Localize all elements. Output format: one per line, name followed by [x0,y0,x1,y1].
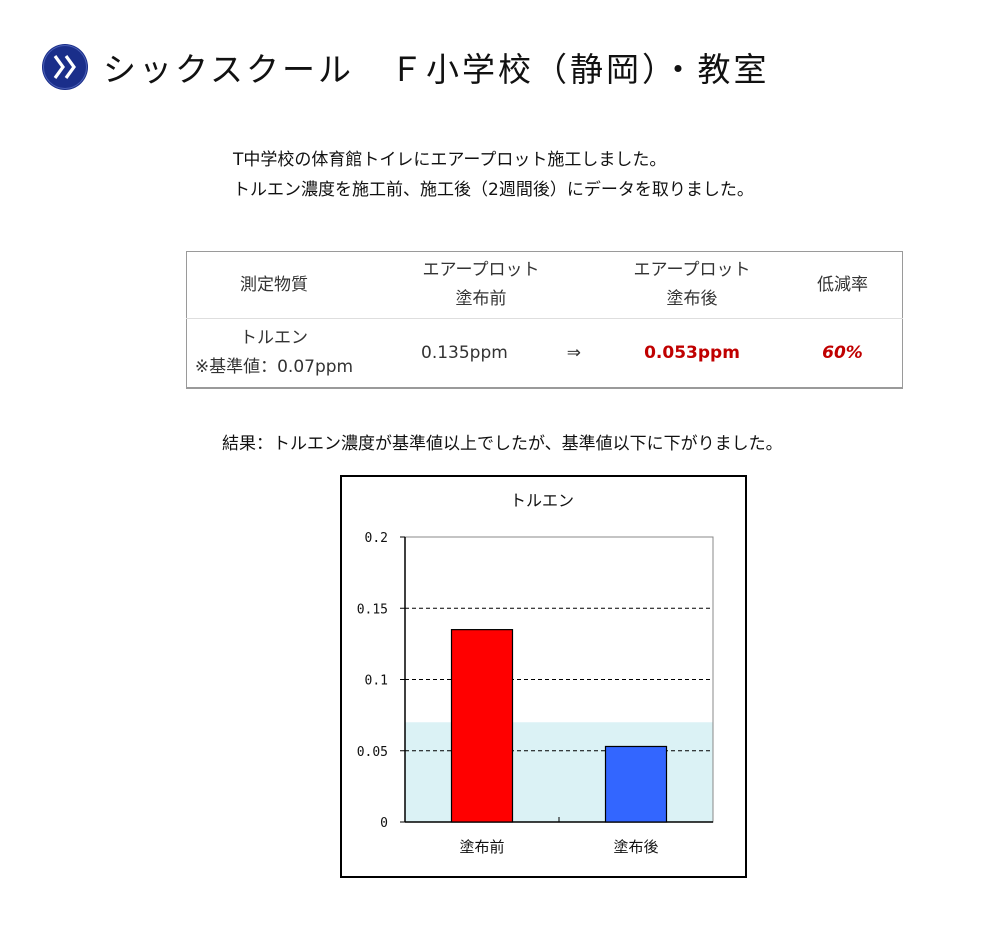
cell-substance-standard: ※基準値：0.07ppm [194,357,354,377]
page-header: シックスクール Ｆ小学校（静岡）・教室 [41,42,770,92]
y-tick-label: 0.05 [357,745,388,760]
cell-substance-name: トルエン [240,328,308,348]
x-tick-label: 塗布前 [459,838,504,856]
header-after-line-1: エアープロット [633,260,751,280]
header-after-line-2: 塗布後 [666,289,718,309]
chart-svg: トルエン 0.2 0.15 0.1 0.05 0 塗布前 塗布後 [340,475,747,878]
page-title: シックスクール Ｆ小学校（静岡）・教室 [103,50,770,89]
toluene-chart: トルエン 0.2 0.15 0.1 0.05 0 塗布前 塗布後 [340,475,747,878]
header-before-line-2: 塗布前 [455,289,507,309]
chart-title: トルエン [510,491,574,510]
y-tick-label: 0.1 [365,674,388,689]
y-tick-label: 0.2 [365,531,388,546]
measurement-table: 測定物質 エアープロット 塗布前 エアープロット 塗布後 低減率 トルエン ※基… [186,251,903,389]
double-chevron-right-icon [42,44,88,90]
cell-substance: トルエン ※基準値：0.07ppm [187,319,362,389]
header-after: エアープロット 塗布後 [601,251,783,319]
header-before: エアープロット 塗布前 [361,251,601,319]
intro-text: T中学校の体育館トイレにエアープロット施工しました。 トルエン濃度を施工前、施工… [233,145,754,205]
cell-before-value: 0.135ppm [421,342,508,363]
result-text: 結果：トルエン濃度が基準値以上でしたが、基準値以下に下がりました。 [222,434,783,454]
header-substance: 測定物質 [186,251,361,319]
bar [604,745,668,823]
intro-line-2: トルエン濃度を施工前、施工後（2週間後）にデータを取りました。 [233,180,754,200]
y-tick-label: 0.15 [357,602,388,617]
table-header-row: 測定物質 エアープロット 塗布前 エアープロット 塗布後 低減率 [186,251,903,319]
cell-after-value: 0.053ppm [644,342,740,363]
arrow-icon: ⇒ [566,342,581,363]
header-before-line-1: エアープロット [422,260,540,280]
header-reduction: 低減率 [783,251,903,319]
cell-reduction-value: 60% [822,342,863,363]
plot-area: 0.2 0.15 0.1 0.05 0 塗布前 塗布後 [357,531,714,856]
x-tick-label: 塗布後 [613,838,658,856]
intro-line-1: T中学校の体育館トイレにエアープロット施工しました。 [233,150,667,170]
cell-before: 0.135ppm ⇒ [361,319,601,389]
y-tick-label: 0 [380,816,388,831]
bar [450,629,514,823]
table-row: トルエン ※基準値：0.07ppm 0.135ppm ⇒ 0.053ppm 60% [187,319,903,389]
